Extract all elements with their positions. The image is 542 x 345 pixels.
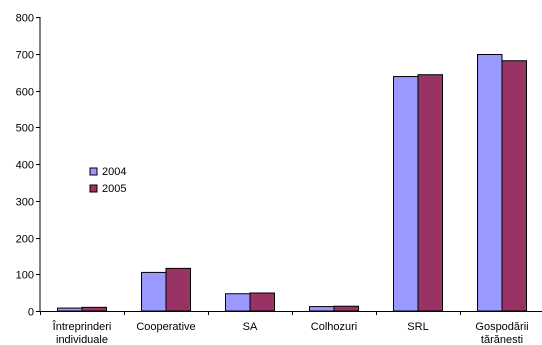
- category-label-line: SA: [243, 321, 258, 333]
- bar-2005: [249, 292, 275, 312]
- bar-2004: [393, 76, 419, 312]
- bar-2005: [417, 74, 443, 312]
- legend: 2004 2005: [89, 166, 126, 195]
- legend-swatch: [89, 184, 98, 193]
- bar-2004: [225, 293, 251, 312]
- category-label-line: Întreprinderi: [52, 320, 112, 333]
- bar-2004: [141, 271, 167, 312]
- y-tick-label: 800: [16, 13, 34, 25]
- category-label-line: Gospodării: [475, 321, 528, 333]
- legend-label: 2005: [102, 183, 126, 195]
- category-label: SRL: [407, 321, 428, 333]
- bar-2005: [165, 267, 191, 312]
- y-tick-label: 200: [16, 234, 34, 246]
- y-tick-label: 400: [16, 160, 34, 172]
- bar-2005: [501, 60, 527, 312]
- bars: [57, 53, 527, 312]
- category-label: Întreprinderi individuale: [52, 320, 112, 345]
- category-label-line: individuale: [56, 334, 108, 345]
- category-label-line: tărănesti: [481, 334, 523, 345]
- category-label-line: Cooperative: [136, 321, 195, 333]
- bar-2004: [309, 306, 335, 312]
- bar-2005: [81, 306, 107, 312]
- bar-2004: [57, 307, 83, 312]
- y-tick-label: 0: [28, 307, 34, 319]
- legend-swatch: [89, 167, 98, 176]
- bar-2005: [333, 305, 359, 312]
- x-axis: Întreprinderi individuale Cooperative SA Col…: [40, 311, 542, 345]
- y-tick-label: 300: [16, 197, 34, 209]
- category-label: SA: [243, 321, 258, 333]
- category-label: Gospodării tărănesti: [475, 321, 528, 345]
- y-tick-label: 500: [16, 123, 34, 135]
- category-label-line: Colhozuri: [311, 321, 357, 333]
- category-label-line: SRL: [407, 321, 428, 333]
- category-label: Cooperative: [136, 321, 195, 333]
- bar-2004: [477, 53, 503, 312]
- y-tick-label: 700: [16, 50, 34, 62]
- y-tick-label: 600: [16, 87, 34, 99]
- category-label: Colhozuri: [311, 321, 357, 333]
- y-tick-label: 100: [16, 270, 34, 282]
- y-axis: 0 100 200 300 400 500 600 700 800: [16, 13, 41, 319]
- legend-label: 2004: [102, 166, 126, 178]
